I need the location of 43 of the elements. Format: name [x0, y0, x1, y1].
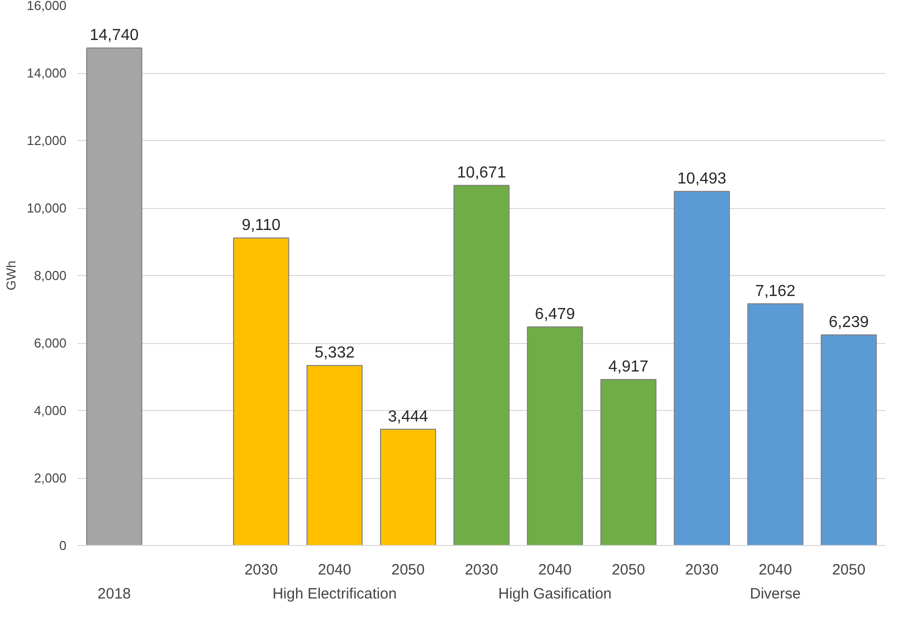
data-label: 10,493 — [677, 170, 726, 188]
data-label: 14,740 — [90, 27, 139, 44]
data-label: 5,332 — [314, 344, 355, 362]
bar — [86, 48, 142, 546]
y-tick-label: 16,000 — [26, 0, 67, 13]
bar — [820, 334, 877, 546]
y-tick-label: 2,000 — [34, 470, 67, 486]
bar — [233, 238, 290, 546]
data-label: 3,444 — [388, 408, 428, 426]
data-label: 6,479 — [534, 306, 576, 323]
x-tick-label: 2030 — [685, 562, 719, 578]
y-tick-label: 10,000 — [26, 200, 67, 216]
data-label: 7,162 — [755, 282, 796, 300]
text: High Electrification — [272, 586, 397, 602]
text: High Gasification — [498, 586, 612, 602]
x-tick-label: 2030 — [464, 562, 498, 578]
data-label: 6,239 — [828, 314, 869, 331]
data-label: 4,917 — [608, 358, 649, 376]
bar — [306, 365, 363, 546]
bar — [674, 190, 730, 546]
x-tick-label: 2050 — [612, 562, 646, 578]
y-axis-title: GWh — [4, 260, 19, 290]
data-label: 10,671 — [457, 164, 506, 182]
bar — [526, 326, 583, 546]
y-tick-label: 12,000 — [26, 133, 67, 148]
y-tick-label: 14,000 — [26, 66, 67, 80]
text: 2018 — [98, 586, 131, 602]
data-label: 9,110 — [242, 217, 281, 234]
y-tick-label: 8,000 — [34, 268, 67, 283]
x-tick-label: 2040 — [318, 562, 352, 578]
y-tick-label: 4,000 — [34, 403, 67, 418]
x-tick-label: 2050 — [391, 562, 425, 578]
text: Diverse — [750, 586, 801, 602]
x-tick-label: 2030 — [244, 562, 278, 578]
x-tick-label: 2040 — [538, 562, 572, 578]
bar — [600, 379, 656, 546]
bar — [453, 184, 510, 546]
bar — [380, 428, 436, 546]
y-tick-label: 6,000 — [34, 336, 67, 350]
y-tick-label: 0 — [59, 538, 67, 553]
bar — [747, 303, 804, 546]
x-tick-label: 2050 — [832, 562, 866, 578]
x-tick-label: 2040 — [758, 562, 792, 578]
